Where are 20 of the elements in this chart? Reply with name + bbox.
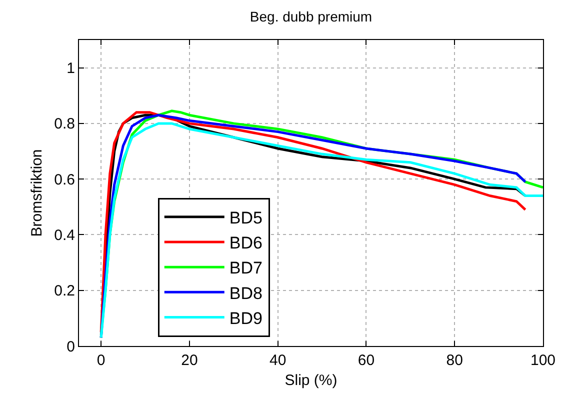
legend-label: BD9 xyxy=(229,308,262,328)
legend-label: BD8 xyxy=(229,284,262,303)
legend-label: BD6 xyxy=(229,234,262,253)
y-axis-title: Bromsfriktion xyxy=(28,149,46,237)
chart-title: Beg. dubb premium xyxy=(250,8,372,24)
legend-label: BD7 xyxy=(229,258,262,278)
x-axis-title: Slip (%) xyxy=(284,372,338,389)
x-tick-label: 60 xyxy=(358,352,375,369)
x-tick-label: 20 xyxy=(181,352,198,369)
legend-label: BD5 xyxy=(229,208,262,228)
y-tick-label: 0.2 xyxy=(54,282,75,300)
x-tick-label: 100 xyxy=(530,352,556,369)
x-tick-label: 0 xyxy=(96,352,106,369)
y-tick-label: 0.6 xyxy=(54,171,75,188)
y-tick-label: 0.4 xyxy=(54,226,75,244)
x-tick-label: 80 xyxy=(446,352,463,369)
y-tick-label: 0 xyxy=(66,338,75,356)
x-tick-label: 40 xyxy=(270,352,286,369)
y-tick-label: 1 xyxy=(66,60,75,78)
y-tick-label: 0.8 xyxy=(54,116,75,133)
